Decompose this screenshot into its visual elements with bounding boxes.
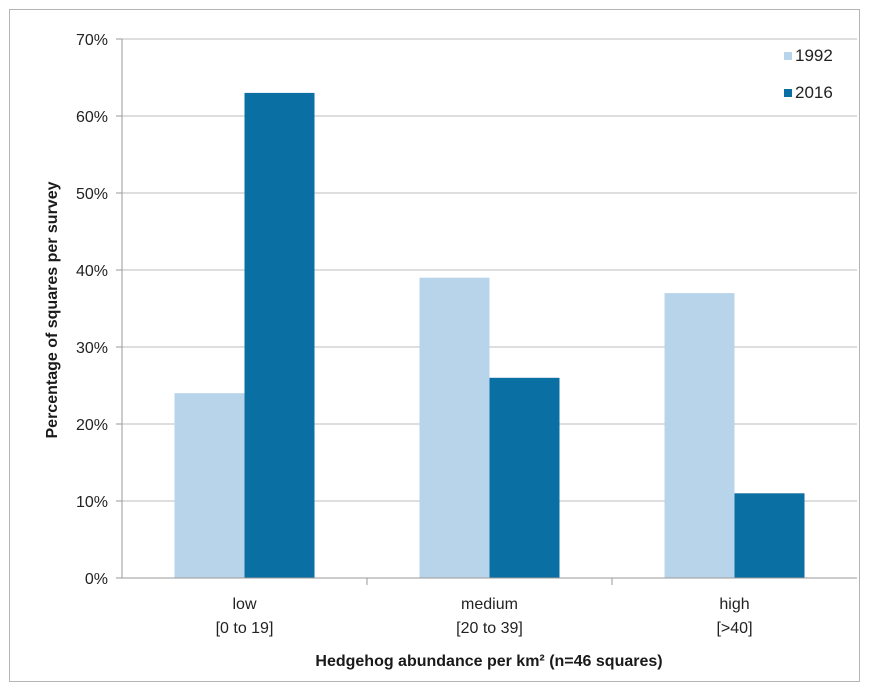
bar-2016-high: [734, 493, 805, 578]
axes: 0% 10% 20% 30% 40% 50% 60% 70% low [0 to 19] mediu…: [76, 32, 857, 637]
x-axis-title: Hedgehog abundance per km² (n=46 squares…: [315, 653, 662, 670]
legend-label-2016: 2016: [795, 83, 833, 102]
x-tick-sublabel: [>40]: [716, 620, 752, 637]
legend-swatch-2016: [784, 89, 792, 97]
x-tick-label: low: [232, 596, 256, 613]
bar-1992-high: [664, 293, 735, 578]
y-tick-label: 60%: [76, 109, 108, 126]
x-tick-sublabel: [0 to 19]: [216, 620, 274, 637]
y-tick-label: 70%: [76, 32, 108, 49]
bar-1992-low: [174, 393, 245, 578]
y-tick-label: 30%: [76, 340, 108, 357]
legend-label-1992: 1992: [795, 46, 833, 65]
bar-1992-medium: [419, 277, 490, 578]
y-tick-label: 20%: [76, 417, 108, 434]
y-tick-label: 50%: [76, 186, 108, 203]
y-tick-label: 40%: [76, 263, 108, 280]
legend-swatch-1992: [784, 52, 792, 60]
bar-2016-low: [244, 92, 315, 579]
y-tick-label: 10%: [76, 494, 108, 511]
x-tick-sublabel: [20 to 39]: [456, 620, 523, 637]
y-tick-label: 0%: [85, 571, 108, 588]
y-axis-title: Percentage of squares per survey: [44, 181, 61, 438]
legend: 1992 2016: [784, 46, 833, 102]
bar-2016-medium: [489, 377, 560, 578]
x-tick-label: high: [719, 596, 749, 613]
x-tick-label: medium: [461, 596, 518, 613]
bars: [174, 92, 805, 579]
